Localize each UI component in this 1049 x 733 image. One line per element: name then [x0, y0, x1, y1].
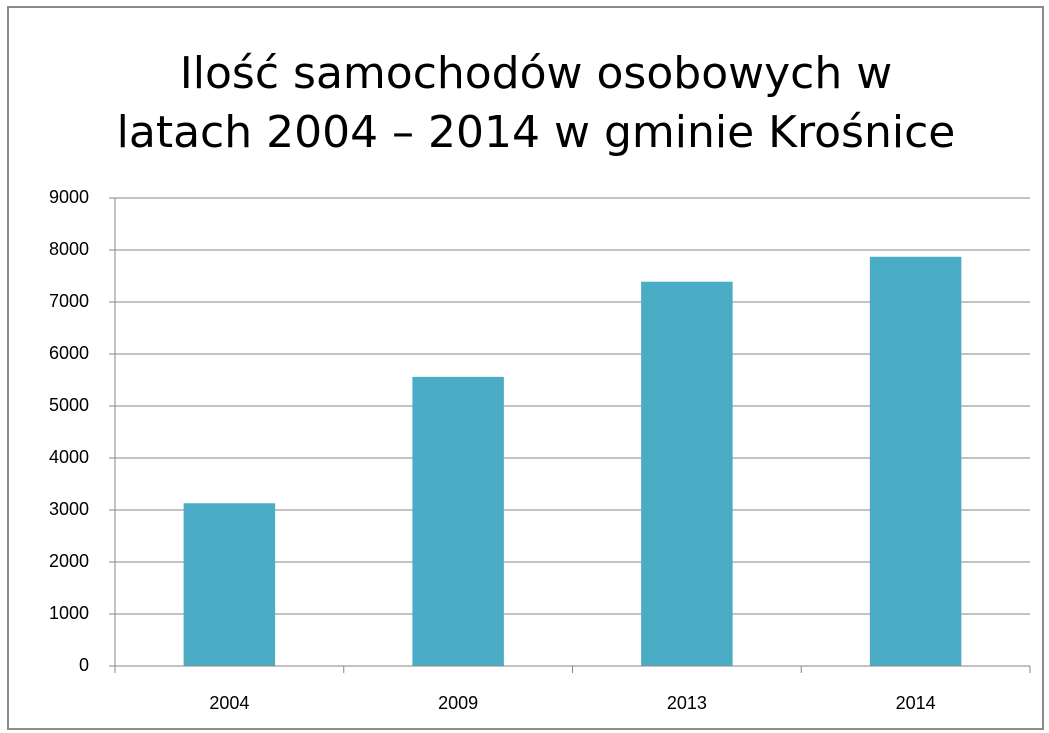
y-tick-label: 9000	[49, 187, 89, 207]
chart-title: Ilość samochodów osobowych w	[180, 48, 892, 99]
chart-title: latach 2004 – 2014 w gminie Krośnice	[117, 107, 956, 158]
x-tick-label: 2013	[667, 693, 707, 713]
bar	[641, 281, 733, 666]
y-tick-label: 7000	[49, 291, 89, 311]
y-tick-label: 2000	[49, 551, 89, 571]
y-tick-label: 5000	[49, 395, 89, 415]
y-tick-label: 1000	[49, 603, 89, 623]
y-tick-label: 4000	[49, 447, 89, 467]
y-tick-label: 3000	[49, 499, 89, 519]
y-tick-label: 0	[79, 655, 89, 675]
y-tick-label: 6000	[49, 343, 89, 363]
bar	[183, 503, 276, 666]
y-tick-label: 8000	[49, 239, 89, 259]
bar	[412, 376, 504, 666]
x-tick-label: 2014	[896, 693, 936, 713]
x-tick-label: 2004	[209, 693, 249, 713]
x-tick-label: 2009	[438, 693, 478, 713]
bar	[869, 256, 962, 666]
